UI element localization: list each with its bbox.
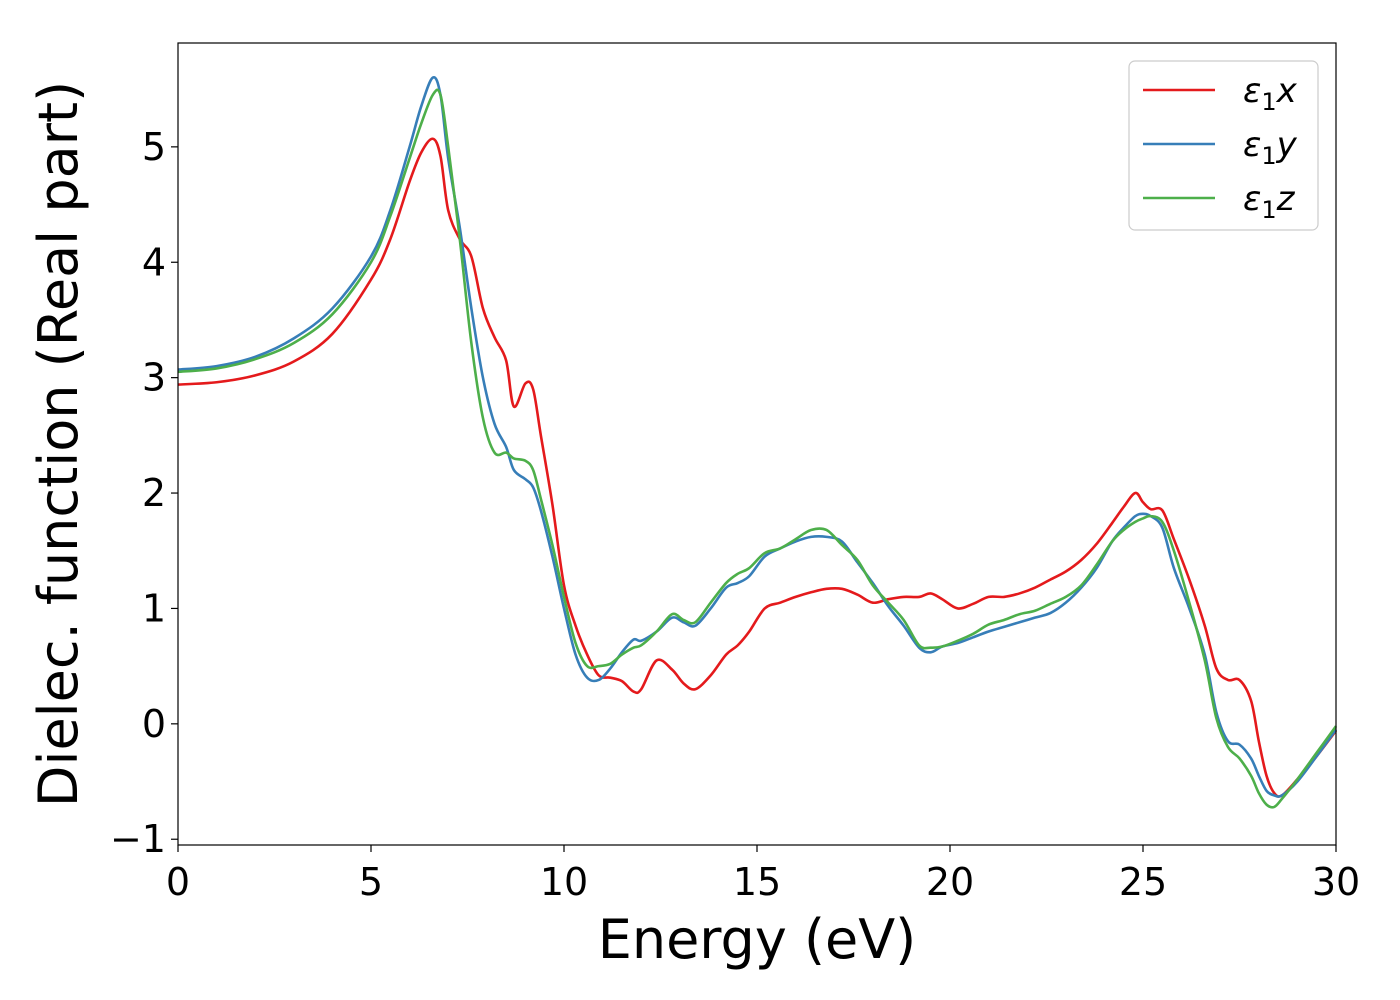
x-tick-label: 30 <box>1312 860 1360 904</box>
series-layer <box>177 76 1338 809</box>
y-tick-label: 0 <box>142 702 166 746</box>
legend-label-y: ε1y <box>1243 125 1298 170</box>
y-tick-label: 2 <box>142 471 166 515</box>
legend-box <box>1128 60 1319 231</box>
legend-label-z: ε1z <box>1243 179 1296 224</box>
y-tick-label: 5 <box>142 125 166 169</box>
y-tick-label: 1 <box>142 586 166 630</box>
x-tick-label: 15 <box>733 860 781 904</box>
x-axis-label: Energy (eV) <box>598 908 917 971</box>
legend-label-x: ε1x <box>1243 71 1298 116</box>
x-tick-label: 5 <box>359 860 383 904</box>
legend-items: ε1x ε1y ε1z <box>1143 71 1298 224</box>
x-tick-label: 0 <box>166 860 190 904</box>
series-line-z <box>177 88 1338 809</box>
y-tick-label: 3 <box>142 356 166 400</box>
x-tick-label: 10 <box>540 860 588 904</box>
y-tick-label: 4 <box>142 240 166 284</box>
y-tick-label: −1 <box>110 817 166 861</box>
x-tick-label: 25 <box>1119 860 1167 904</box>
series-line-x <box>177 137 1338 798</box>
x-tick-label: 20 <box>926 860 974 904</box>
legend: ε1x ε1y ε1z <box>1128 60 1319 231</box>
y-axis-label: Dielec. function (Real part) <box>27 81 90 807</box>
